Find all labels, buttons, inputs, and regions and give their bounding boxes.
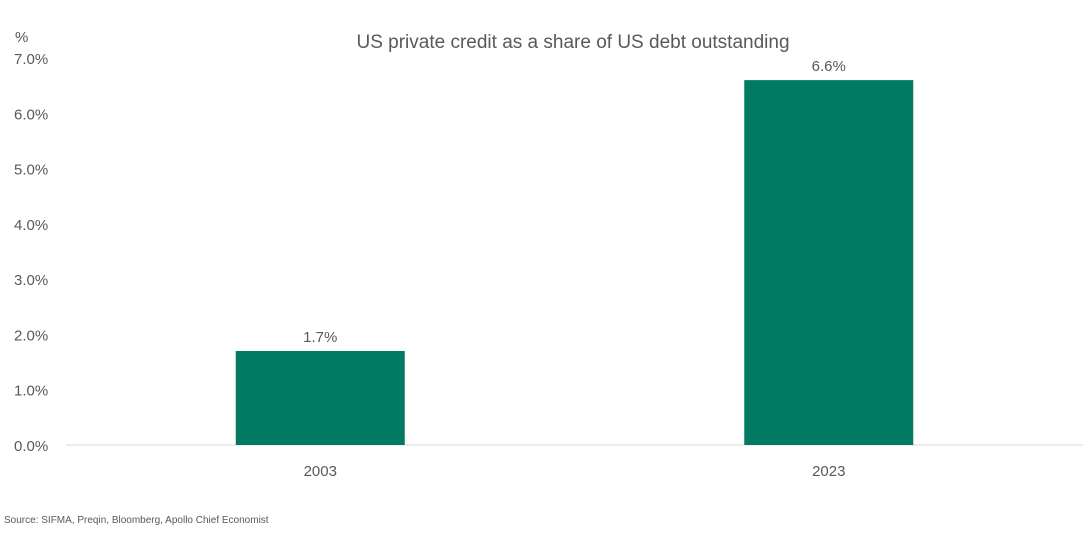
x-axis: 2003 2023: [304, 463, 846, 480]
x-tick-label: 2023: [812, 463, 845, 480]
bar-2003: [235, 351, 405, 445]
y-unit-label: %: [15, 29, 29, 46]
y-tick-label: 7.0%: [14, 51, 48, 68]
chart-title: US private credit as a share of US debt …: [356, 32, 790, 53]
y-tick-label: 1.0%: [14, 383, 48, 400]
y-tick-label: 6.0%: [14, 106, 48, 123]
y-tick-label: 5.0%: [14, 162, 48, 179]
y-tick-label: 4.0%: [14, 217, 48, 234]
x-tick-label: 2003: [304, 463, 337, 480]
data-label-2003: 1.7%: [303, 329, 337, 346]
y-tick-label: 3.0%: [14, 272, 48, 289]
source-note: Source: SIFMA, Preqin, Bloomberg, Apollo…: [4, 515, 269, 526]
y-axis: 0.0% 1.0% 2.0% 3.0% 4.0% 5.0% 6.0% 7.0%: [14, 51, 48, 455]
y-tick-label: 0.0%: [14, 438, 48, 455]
bar-2023: [744, 80, 914, 445]
data-label-2023: 6.6%: [812, 58, 846, 75]
bars: 1.7% 6.6%: [235, 58, 914, 445]
y-tick-label: 2.0%: [14, 327, 48, 344]
